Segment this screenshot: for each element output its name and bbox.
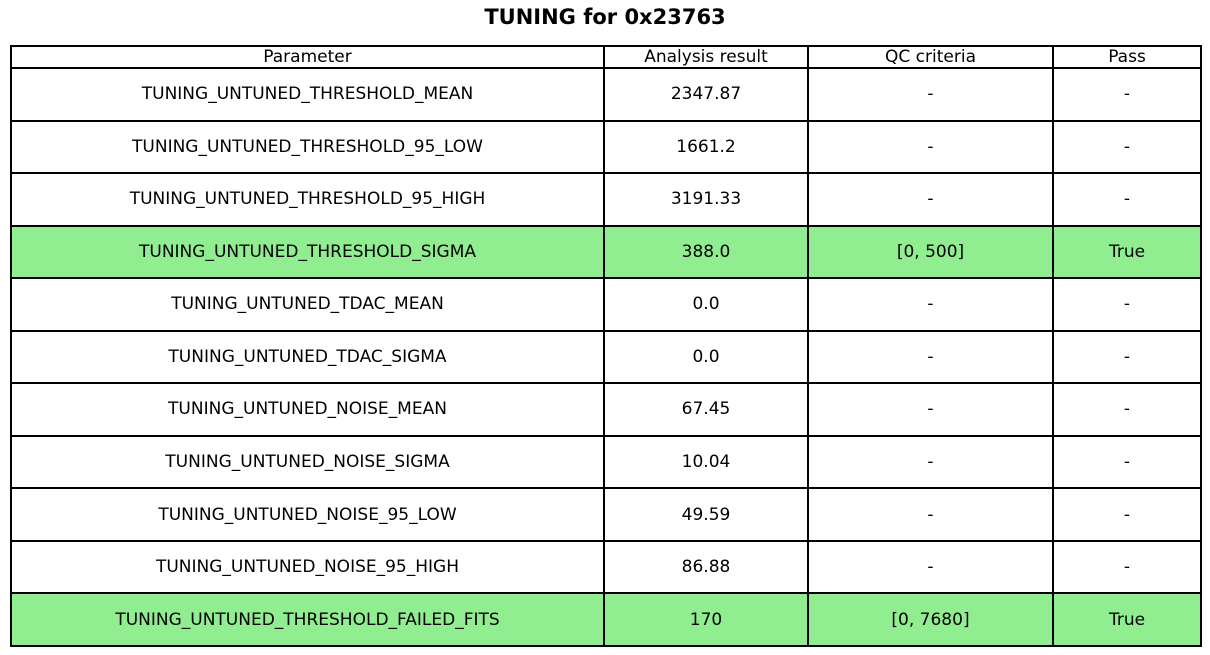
qc-results-table: Parameter Analysis result QC criteria Pa… [10, 45, 1202, 647]
pass-cell: - [1052, 119, 1202, 175]
param-cell: TUNING_UNTUNED_NOISE_95_HIGH [10, 539, 605, 595]
qc-cell: - [807, 277, 1054, 332]
result-cell: 170 [603, 592, 809, 647]
result-cell: 388.0 [603, 224, 809, 280]
result-cell: 67.45 [603, 382, 809, 437]
pass-cell: - [1052, 434, 1202, 490]
header-pass: Pass [1052, 45, 1202, 69]
param-cell: TUNING_UNTUNED_THRESHOLD_SIGMA [10, 224, 605, 280]
pass-cell: - [1052, 487, 1202, 542]
pass-cell: - [1052, 67, 1202, 122]
table-row: TUNING_UNTUNED_THRESHOLD_95_HIGH 3191.33… [10, 172, 1202, 227]
pass-cell: - [1052, 277, 1202, 332]
qc-cell: - [807, 67, 1054, 122]
qc-cell: - [807, 382, 1054, 437]
param-cell: TUNING_UNTUNED_THRESHOLD_FAILED_FITS [10, 592, 605, 647]
pass-cell: True [1052, 224, 1202, 280]
param-cell: TUNING_UNTUNED_THRESHOLD_95_HIGH [10, 172, 605, 227]
qc-cell: - [807, 172, 1054, 227]
qc-cell: - [807, 434, 1054, 490]
param-cell: TUNING_UNTUNED_NOISE_95_LOW [10, 487, 605, 542]
result-cell: 0.0 [603, 329, 809, 385]
result-cell: 1661.2 [603, 119, 809, 175]
result-cell: 49.59 [603, 487, 809, 542]
table-header-row: Parameter Analysis result QC criteria Pa… [10, 45, 1202, 69]
header-qc-criteria: QC criteria [807, 45, 1054, 69]
pass-cell: True [1052, 592, 1202, 647]
qc-cell: - [807, 539, 1054, 595]
table-row: TUNING_UNTUNED_THRESHOLD_MEAN 2347.87 - … [10, 67, 1202, 122]
qc-cell: [0, 500] [807, 224, 1054, 280]
param-cell: TUNING_UNTUNED_NOISE_SIGMA [10, 434, 605, 490]
pass-cell: - [1052, 539, 1202, 595]
page-title: TUNING for 0x23763 [484, 5, 726, 29]
table-row: TUNING_UNTUNED_THRESHOLD_95_LOW 1661.2 -… [10, 119, 1202, 175]
table-row: TUNING_UNTUNED_NOISE_95_HIGH 86.88 - - [10, 539, 1202, 595]
result-cell: 3191.33 [603, 172, 809, 227]
result-cell: 10.04 [603, 434, 809, 490]
header-analysis-result: Analysis result [603, 45, 809, 69]
table-row: TUNING_UNTUNED_TDAC_SIGMA 0.0 - - [10, 329, 1202, 385]
table-row: TUNING_UNTUNED_NOISE_SIGMA 10.04 - - [10, 434, 1202, 490]
qc-cell: - [807, 329, 1054, 385]
table-row-highlighted: TUNING_UNTUNED_THRESHOLD_FAILED_FITS 170… [10, 592, 1202, 647]
param-cell: TUNING_UNTUNED_TDAC_MEAN [10, 277, 605, 332]
table-row: TUNING_UNTUNED_TDAC_MEAN 0.0 - - [10, 277, 1202, 332]
pass-cell: - [1052, 329, 1202, 385]
qc-cell: - [807, 119, 1054, 175]
pass-cell: - [1052, 172, 1202, 227]
header-parameter: Parameter [10, 45, 605, 69]
pass-cell: - [1052, 382, 1202, 437]
param-cell: TUNING_UNTUNED_TDAC_SIGMA [10, 329, 605, 385]
param-cell: TUNING_UNTUNED_THRESHOLD_MEAN [10, 67, 605, 122]
table-row: TUNING_UNTUNED_NOISE_95_LOW 49.59 - - [10, 487, 1202, 542]
result-cell: 86.88 [603, 539, 809, 595]
qc-cell: [0, 7680] [807, 592, 1054, 647]
table-row: TUNING_UNTUNED_NOISE_MEAN 67.45 - - [10, 382, 1202, 437]
table-row-highlighted: TUNING_UNTUNED_THRESHOLD_SIGMA 388.0 [0,… [10, 224, 1202, 280]
result-cell: 2347.87 [603, 67, 809, 122]
param-cell: TUNING_UNTUNED_NOISE_MEAN [10, 382, 605, 437]
result-cell: 0.0 [603, 277, 809, 332]
param-cell: TUNING_UNTUNED_THRESHOLD_95_LOW [10, 119, 605, 175]
qc-cell: - [807, 487, 1054, 542]
